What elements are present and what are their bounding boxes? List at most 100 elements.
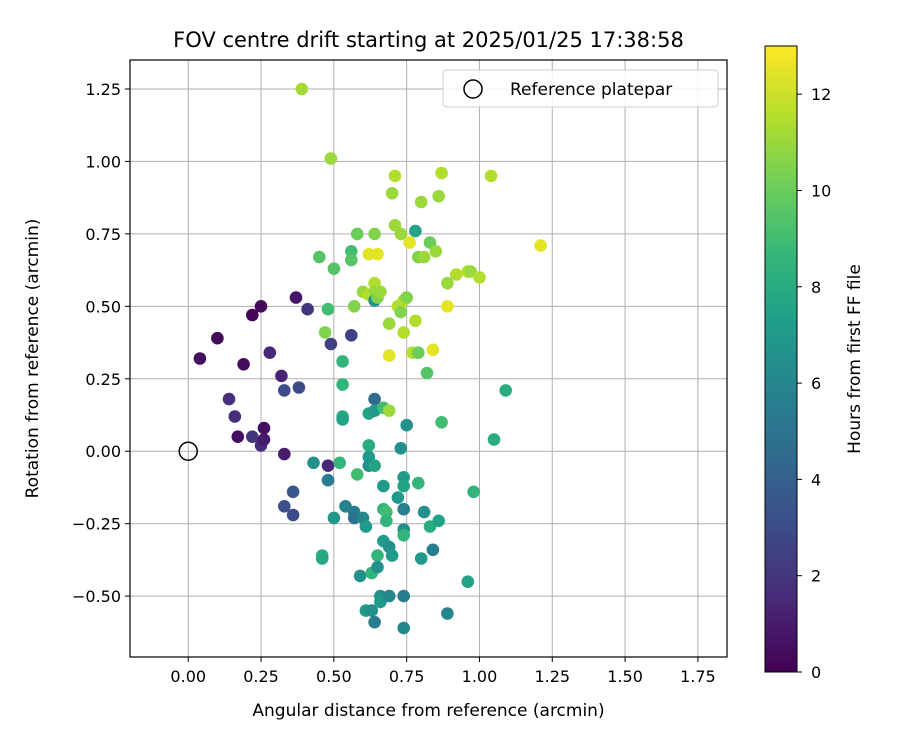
data-point: [435, 166, 448, 180]
data-point: [333, 456, 347, 470]
y-tick-label: 0.50: [85, 297, 121, 316]
data-point: [394, 227, 408, 241]
data-point: [263, 346, 277, 360]
x-tick-label: 1.75: [680, 667, 716, 686]
data-point: [211, 331, 224, 345]
colorbar-tick-label: 10: [811, 181, 831, 200]
colorbar-tick-label: 4: [811, 470, 821, 489]
data-point: [347, 300, 361, 313]
data-point: [350, 468, 364, 481]
data-point: [400, 418, 414, 432]
data-point: [417, 505, 431, 519]
data-point: [382, 317, 396, 331]
data-point: [336, 355, 349, 368]
data-point: [380, 514, 393, 528]
data-point: [362, 439, 376, 452]
data-point: [394, 442, 408, 455]
data-point: [397, 471, 411, 484]
y-tick-label: 0.75: [85, 225, 121, 244]
data-point: [371, 247, 384, 261]
colorbar-tick-label: 0: [811, 663, 821, 682]
data-point: [499, 384, 512, 397]
data-point: [257, 433, 271, 446]
colorbar-tick-label: 6: [811, 374, 821, 393]
data-point: [380, 505, 393, 519]
data-point: [414, 552, 428, 565]
data-point: [382, 349, 396, 362]
data-point: [246, 430, 259, 444]
y-tick-label: 0.00: [85, 442, 121, 461]
legend-marker-reference-platepar: [463, 79, 483, 99]
data-point: [278, 500, 291, 513]
colorbar-bar: [764, 45, 798, 673]
data-point: [412, 346, 425, 360]
colorbar-tick-label: 12: [811, 85, 831, 104]
data-point: [397, 502, 411, 516]
data-point: [534, 239, 547, 252]
data-point: [441, 276, 454, 290]
data-point: [289, 291, 303, 304]
data-point: [350, 227, 364, 241]
data-point: [278, 384, 291, 397]
data-point: [318, 326, 332, 339]
y-axis-ticks: −0.50 −0.25 0.00 0.25 0.50 0.75 1.00 1.25: [72, 80, 130, 606]
data-point: [382, 404, 396, 418]
data-point: [435, 416, 448, 429]
data-point: [278, 447, 291, 461]
data-point: [385, 549, 399, 562]
y-axis-label: Rotation from reference (arcmin): [23, 219, 43, 499]
y-tick-label: 0.25: [85, 370, 121, 389]
data-point: [382, 589, 396, 603]
data-point: [397, 479, 411, 493]
data-point: [417, 250, 431, 264]
legend-label-reference-platepar: Reference platepar: [510, 80, 672, 100]
data-point: [420, 366, 434, 380]
colorbar: 0 2 4 6 8 10 12 Hours from first FF file: [764, 45, 865, 682]
data-point: [441, 300, 454, 313]
data-point: [292, 381, 306, 394]
data-point: [400, 291, 414, 304]
data-point: [336, 378, 349, 391]
data-point: [295, 82, 309, 96]
x-tick-label: 0.00: [170, 667, 206, 686]
data-point: [371, 549, 384, 562]
scatter-points: [193, 82, 547, 635]
x-axis-label: Angular distance from reference (arcmin): [252, 701, 604, 721]
data-point: [324, 337, 338, 351]
x-tick-label: 1.50: [607, 667, 643, 686]
data-point: [368, 227, 381, 241]
x-tick-label: 0.75: [389, 667, 425, 686]
plot-frame: [129, 59, 728, 658]
data-point: [484, 169, 498, 183]
colorbar-tick-label: 2: [811, 567, 821, 586]
data-point: [237, 358, 250, 371]
data-point: [275, 369, 288, 383]
data-point: [315, 552, 329, 565]
colorbar-tick-label: 8: [811, 278, 821, 297]
x-tick-label: 1.25: [534, 667, 570, 686]
data-point: [391, 491, 405, 504]
data-point: [345, 329, 358, 342]
data-point: [286, 508, 300, 522]
data-point: [246, 308, 259, 322]
data-point: [336, 413, 349, 426]
data-point: [324, 152, 338, 165]
y-tick-label: 1.00: [85, 152, 121, 171]
data-point: [362, 247, 376, 261]
data-point: [487, 433, 501, 446]
data-point: [345, 245, 358, 258]
data-point: [193, 352, 207, 365]
data-point: [365, 604, 379, 617]
data-point: [371, 560, 384, 574]
data-point: [432, 514, 446, 528]
data-point: [313, 250, 326, 264]
data-point: [321, 302, 335, 316]
data-point: [409, 314, 422, 328]
y-tick-label: 1.25: [85, 80, 121, 99]
data-point: [473, 271, 486, 284]
data-point: [345, 253, 358, 267]
data-point: [385, 187, 399, 200]
x-tick-label: 1.00: [462, 667, 498, 686]
data-point: [222, 392, 236, 406]
colorbar-ticks: 0 2 4 6 8 10 12: [797, 85, 831, 682]
